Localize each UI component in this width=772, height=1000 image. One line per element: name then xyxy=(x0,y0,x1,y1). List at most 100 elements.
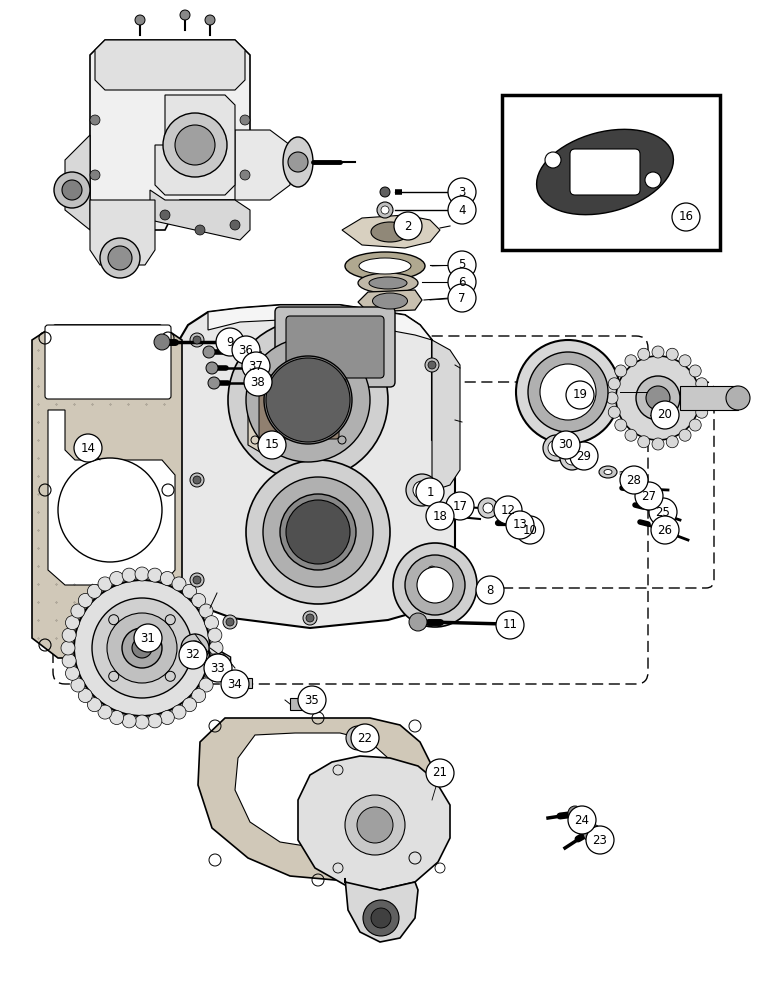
Circle shape xyxy=(135,715,149,729)
Circle shape xyxy=(568,806,596,834)
Circle shape xyxy=(175,125,215,165)
Circle shape xyxy=(132,638,152,658)
Circle shape xyxy=(543,435,569,461)
Circle shape xyxy=(199,604,213,618)
Text: 8: 8 xyxy=(486,584,493,596)
Text: 2: 2 xyxy=(405,220,411,232)
Circle shape xyxy=(100,238,140,278)
Text: 37: 37 xyxy=(249,360,263,372)
Circle shape xyxy=(679,355,691,367)
Circle shape xyxy=(62,654,76,668)
Circle shape xyxy=(161,571,174,585)
Circle shape xyxy=(206,362,218,374)
Circle shape xyxy=(74,580,210,716)
Circle shape xyxy=(205,616,218,630)
Circle shape xyxy=(92,598,192,698)
Circle shape xyxy=(560,446,584,470)
FancyBboxPatch shape xyxy=(286,316,384,378)
Circle shape xyxy=(263,477,373,587)
Text: 13: 13 xyxy=(513,518,527,532)
Circle shape xyxy=(381,206,389,214)
Circle shape xyxy=(417,567,453,603)
Ellipse shape xyxy=(283,137,313,187)
Circle shape xyxy=(182,698,197,712)
Circle shape xyxy=(606,392,618,404)
Circle shape xyxy=(266,358,350,442)
Circle shape xyxy=(528,352,608,432)
Ellipse shape xyxy=(604,470,612,475)
Circle shape xyxy=(280,494,356,570)
Polygon shape xyxy=(248,368,350,452)
Circle shape xyxy=(74,434,102,462)
Circle shape xyxy=(428,566,436,574)
Circle shape xyxy=(205,666,218,680)
Circle shape xyxy=(496,611,524,639)
Text: 30: 30 xyxy=(559,438,574,452)
Polygon shape xyxy=(198,718,435,880)
Circle shape xyxy=(638,436,650,448)
Circle shape xyxy=(228,320,388,480)
Circle shape xyxy=(565,451,579,465)
Circle shape xyxy=(54,172,90,208)
Circle shape xyxy=(110,571,124,585)
Circle shape xyxy=(638,348,650,360)
Circle shape xyxy=(306,614,314,622)
Circle shape xyxy=(98,577,112,591)
Ellipse shape xyxy=(599,466,617,478)
Circle shape xyxy=(608,378,620,390)
Circle shape xyxy=(646,386,670,410)
Text: 4: 4 xyxy=(459,204,466,217)
Circle shape xyxy=(448,284,476,312)
Circle shape xyxy=(87,698,101,712)
Circle shape xyxy=(583,824,601,842)
Circle shape xyxy=(570,442,598,470)
Circle shape xyxy=(204,654,232,682)
Circle shape xyxy=(195,225,205,235)
Circle shape xyxy=(191,593,205,607)
FancyBboxPatch shape xyxy=(259,375,339,439)
Circle shape xyxy=(232,336,260,364)
Circle shape xyxy=(689,365,701,377)
Circle shape xyxy=(616,356,700,440)
Circle shape xyxy=(620,466,648,494)
Text: 33: 33 xyxy=(211,662,225,674)
Circle shape xyxy=(286,500,350,564)
Circle shape xyxy=(506,511,534,539)
Circle shape xyxy=(540,364,596,420)
Polygon shape xyxy=(432,340,460,490)
Circle shape xyxy=(66,616,80,630)
Circle shape xyxy=(696,378,708,390)
Circle shape xyxy=(134,624,162,652)
Circle shape xyxy=(193,476,201,484)
Circle shape xyxy=(148,568,162,582)
Circle shape xyxy=(448,178,476,206)
Circle shape xyxy=(209,641,223,655)
Circle shape xyxy=(426,759,454,787)
Circle shape xyxy=(58,458,162,562)
Circle shape xyxy=(203,346,215,358)
Circle shape xyxy=(448,196,476,224)
Circle shape xyxy=(242,352,270,380)
Circle shape xyxy=(135,15,145,25)
Text: 16: 16 xyxy=(679,211,693,224)
Circle shape xyxy=(110,711,124,725)
Circle shape xyxy=(545,152,561,168)
Ellipse shape xyxy=(371,222,409,242)
Circle shape xyxy=(416,478,444,506)
Circle shape xyxy=(586,826,614,854)
Circle shape xyxy=(608,406,620,418)
Circle shape xyxy=(190,333,204,347)
Circle shape xyxy=(244,368,272,396)
Ellipse shape xyxy=(537,129,673,215)
Text: 31: 31 xyxy=(141,632,155,645)
Polygon shape xyxy=(150,190,250,240)
Circle shape xyxy=(548,440,564,456)
Circle shape xyxy=(552,431,580,459)
Circle shape xyxy=(108,246,132,270)
Circle shape xyxy=(298,686,326,714)
Circle shape xyxy=(258,431,286,459)
Text: 36: 36 xyxy=(239,344,253,357)
Circle shape xyxy=(288,152,308,172)
Circle shape xyxy=(651,401,679,429)
Polygon shape xyxy=(235,733,392,848)
